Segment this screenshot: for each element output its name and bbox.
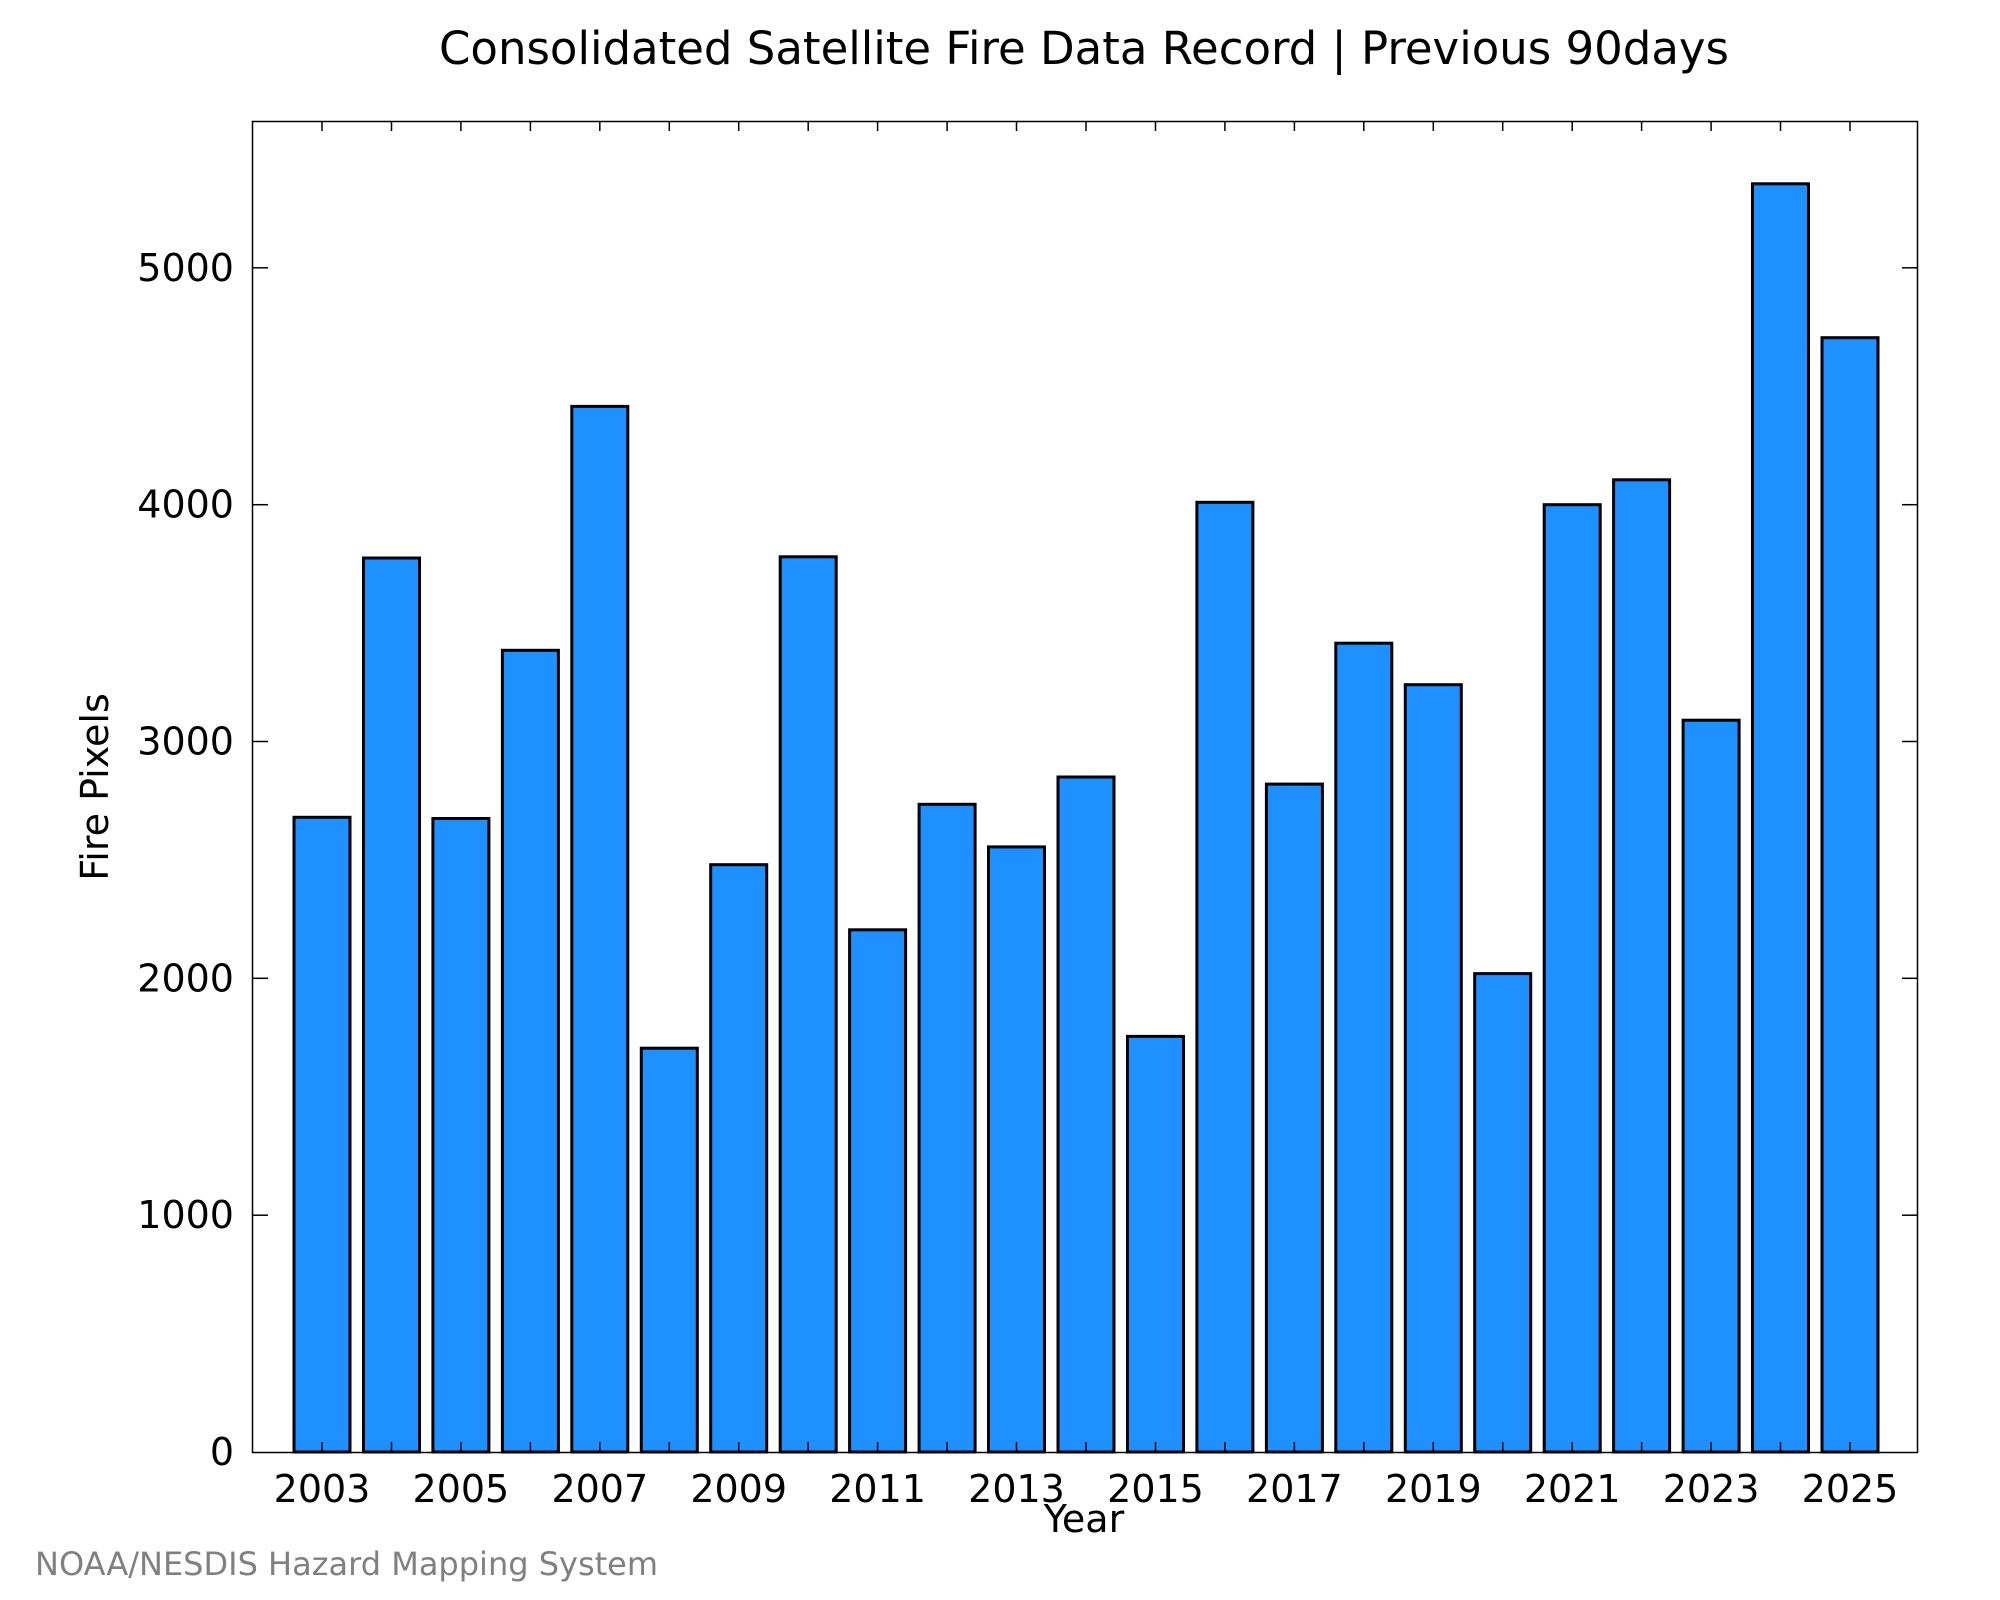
x-tick-label-2019: 2019: [1385, 1467, 1482, 1511]
bar-2012: [917, 802, 977, 1454]
bar-2013: [987, 845, 1046, 1454]
bar-2004: [362, 556, 421, 1454]
y-tick-label-2000: 2000: [137, 956, 234, 1000]
x-axis-label: Year: [1043, 1497, 1125, 1541]
bar-2021: [1542, 503, 1602, 1454]
y-axis: 0 1000 2000 3000 4000 5000: [137, 246, 1918, 1474]
y-tick-label-1000: 1000: [137, 1193, 234, 1237]
bar-2010: [778, 555, 838, 1454]
bar-2011: [848, 928, 908, 1454]
bar-2006: [500, 648, 560, 1454]
x-tick-label-2015: 2015: [1107, 1467, 1204, 1511]
bar-2008: [639, 1046, 699, 1454]
bar-2018: [1334, 641, 1394, 1454]
bar-2007: [570, 404, 630, 1454]
bar-2009: [709, 863, 769, 1454]
bar-2022: [1612, 478, 1672, 1454]
y-tick-label-3000: 3000: [137, 720, 234, 764]
y-tick-label-5000: 5000: [137, 246, 234, 290]
x-tick-label-2005: 2005: [413, 1467, 510, 1511]
x-tick-label-2025: 2025: [1802, 1467, 1899, 1511]
chart-title: Consolidated Satellite Fire Data Record …: [439, 22, 1729, 75]
bar-2003: [292, 815, 352, 1454]
x-tick-label-2011: 2011: [829, 1467, 926, 1511]
x-tick-label-2003: 2003: [274, 1467, 371, 1511]
plot-frame: [251, 120, 1919, 1454]
x-tick-label-2023: 2023: [1663, 1467, 1760, 1511]
bar-2025: [1820, 336, 1880, 1454]
x-axis: 2003 2005 2007 2009 2011 2013 2015 2017 2019 2021…: [274, 121, 1899, 1511]
bar-2015: [1126, 1034, 1185, 1454]
bars-group: [292, 182, 1880, 1454]
x-tick-label-2017: 2017: [1246, 1467, 1343, 1511]
bar-2016: [1195, 500, 1255, 1454]
bar-2024: [1751, 182, 1810, 1454]
x-tick-label-2009: 2009: [690, 1467, 787, 1511]
credit-text: NOAA/NESDIS Hazard Mapping System: [35, 1545, 658, 1583]
bar-2023: [1681, 718, 1741, 1454]
x-tick-label-2007: 2007: [551, 1467, 648, 1511]
bar-2017: [1264, 782, 1324, 1454]
y-tick-label-0: 0: [210, 1430, 234, 1474]
bar-2019: [1403, 683, 1463, 1454]
bar-2014: [1056, 775, 1116, 1454]
x-tick-label-2013: 2013: [968, 1467, 1065, 1511]
y-tick-label-4000: 4000: [137, 483, 234, 527]
bar-2020: [1473, 972, 1533, 1454]
x-tick-label-2021: 2021: [1524, 1467, 1621, 1511]
bar-2005: [431, 817, 491, 1454]
y-axis-label: Fire Pixels: [73, 693, 117, 881]
